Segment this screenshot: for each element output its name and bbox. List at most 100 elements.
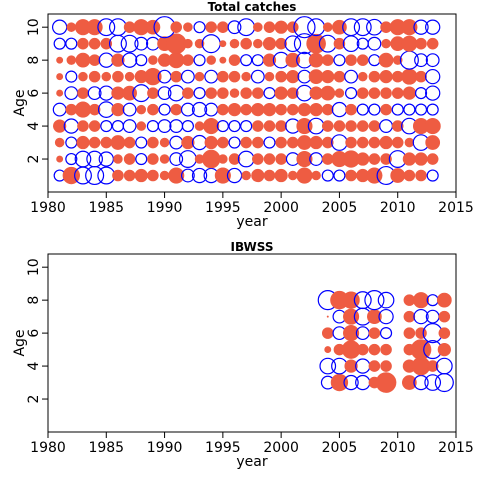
negative-residual-bubble — [146, 119, 159, 133]
positive-residual-bubble — [309, 102, 323, 117]
negative-residual-bubble — [134, 36, 149, 51]
negative-residual-bubble — [180, 168, 195, 183]
y-tick-label: 6 — [26, 89, 42, 98]
plot-frame — [47, 13, 457, 193]
positive-residual-bubble — [380, 87, 392, 99]
positive-residual-bubble — [308, 69, 324, 84]
panel-total-catches: Total catches 1980 1985 1990 1995 2000 2005 20… — [12, 0, 474, 230]
positive-residual-bubble — [124, 71, 135, 82]
positive-residual-bubble — [123, 153, 136, 165]
positive-residual-bubble — [228, 153, 241, 165]
positive-residual-bubble — [144, 67, 162, 86]
positive-residual-bubble — [206, 55, 216, 65]
negative-residual-bubble — [344, 69, 359, 84]
positive-residual-bubble — [136, 104, 147, 115]
positive-residual-bubble — [308, 52, 324, 68]
positive-residual-bubble — [251, 102, 265, 117]
negative-residual-bubble — [425, 19, 441, 35]
positive-residual-bubble — [263, 169, 276, 182]
negative-residual-bubble — [97, 18, 116, 37]
positive-residual-bubble — [274, 20, 288, 34]
negative-residual-bubble — [434, 373, 454, 393]
positive-residual-bubble — [425, 135, 441, 150]
positive-residual-bubble — [320, 85, 336, 101]
positive-residual-bubble — [356, 87, 369, 99]
negative-residual-bubble — [191, 134, 208, 151]
positive-residual-bubble — [412, 292, 430, 309]
x-tick-label: 1995 — [205, 200, 241, 216]
positive-residual-bubble — [88, 54, 101, 66]
negative-residual-bubble — [108, 18, 127, 37]
chart-title: IBWSS — [231, 240, 274, 254]
positive-residual-bubble — [333, 70, 346, 83]
negative-residual-bubble — [228, 119, 241, 133]
negative-residual-bubble — [399, 50, 419, 70]
negative-residual-bubble — [120, 34, 139, 53]
y-tick-label: 10 — [26, 258, 42, 276]
positive-residual-bubble — [170, 103, 183, 116]
positive-residual-bubble — [402, 152, 416, 166]
x-axis-label: year — [236, 214, 267, 230]
negative-residual-bubble — [65, 70, 78, 83]
negative-residual-bubble — [74, 150, 92, 168]
positive-residual-bubble — [368, 70, 381, 83]
negative-residual-bubble — [157, 86, 172, 101]
x-tick-label: 1995 — [205, 440, 241, 456]
positive-residual-bubble — [88, 136, 101, 149]
positive-residual-bubble — [66, 55, 77, 65]
y-axis-label: Age — [12, 89, 28, 116]
positive-residual-bubble — [218, 154, 228, 164]
negative-residual-bubble — [98, 151, 114, 167]
positive-residual-bubble — [415, 169, 427, 182]
y-tick-label: 10 — [26, 18, 42, 36]
negative-residual-bubble — [342, 35, 360, 53]
positive-residual-bubble — [204, 135, 218, 150]
negative-residual-bubble — [135, 136, 148, 149]
positive-residual-bubble — [56, 73, 64, 81]
negative-residual-bubble — [333, 169, 346, 182]
positive-residual-bubble — [110, 135, 126, 150]
x-tick-label: 1980 — [30, 200, 66, 216]
positive-residual-bubble — [113, 154, 123, 164]
negative-residual-bubble — [180, 102, 195, 117]
negative-residual-bubble — [425, 85, 441, 101]
positive-residual-bubble — [145, 19, 161, 35]
positive-residual-bubble — [321, 103, 334, 116]
y-tick-label: 2 — [26, 395, 42, 404]
positive-residual-bubble — [262, 102, 277, 117]
negative-residual-bubble — [98, 52, 114, 68]
positive-residual-bubble — [296, 167, 313, 184]
negative-residual-bubble — [63, 118, 79, 134]
negative-residual-bubble — [240, 54, 253, 67]
negative-residual-bubble — [319, 357, 337, 375]
negative-residual-bubble — [413, 374, 429, 391]
positive-residual-bubble — [324, 346, 332, 354]
positive-residual-bubble — [56, 56, 64, 64]
positive-residual-bubble — [426, 153, 439, 165]
positive-residual-bubble — [323, 22, 333, 32]
positive-residual-bubble — [252, 120, 264, 132]
negative-residual-bubble — [414, 103, 428, 116]
positive-residual-bubble — [402, 375, 417, 390]
positive-residual-bubble — [253, 22, 263, 32]
negative-residual-bubble — [193, 87, 206, 100]
negative-residual-bubble — [240, 119, 253, 133]
negative-residual-bubble — [201, 34, 221, 54]
positive-residual-bubble — [330, 373, 349, 392]
positive-residual-bubble — [403, 327, 416, 339]
positive-residual-bubble — [424, 118, 441, 135]
positive-residual-bubble — [391, 136, 404, 149]
negative-residual-bubble — [216, 119, 229, 133]
x-tick-label: 1985 — [88, 440, 124, 456]
x-tick-label: 2000 — [263, 200, 299, 216]
negative-residual-bubble — [122, 119, 137, 133]
positive-residual-bubble — [205, 21, 217, 33]
plot-frame — [47, 253, 457, 433]
negative-residual-bubble — [367, 36, 382, 51]
negative-residual-bubble — [425, 53, 440, 68]
positive-residual-bubble — [136, 121, 147, 131]
positive-residual-bubble — [380, 343, 392, 356]
positive-residual-bubble — [100, 37, 113, 50]
positive-residual-bubble — [217, 103, 229, 116]
positive-residual-bubble — [214, 167, 231, 184]
